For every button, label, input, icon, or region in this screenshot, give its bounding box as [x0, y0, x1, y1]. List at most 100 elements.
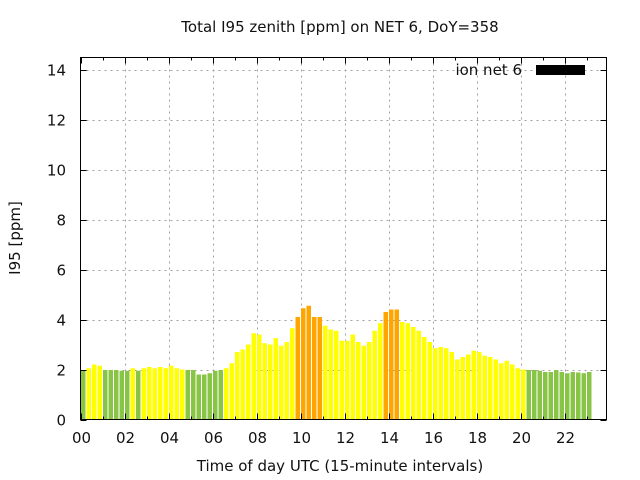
bar: [587, 372, 592, 420]
bar: [185, 370, 190, 420]
bar: [196, 374, 201, 420]
y-tick-label: 8: [56, 212, 66, 230]
plot-frame: [80, 57, 607, 420]
y-tick-label: 2: [56, 362, 66, 380]
bar: [207, 373, 212, 420]
bar: [257, 334, 262, 420]
bar: [411, 327, 416, 420]
bar: [537, 370, 542, 420]
legend-label: ion net 6: [455, 61, 522, 79]
chart-title: Total I95 zenith [ppm] on NET 6, DoY=358: [180, 18, 498, 36]
x-tick-label: 16: [424, 429, 443, 447]
bar: [427, 342, 432, 420]
bar: [383, 312, 388, 420]
bar: [515, 368, 520, 420]
bar: [433, 348, 438, 420]
bar: [554, 370, 559, 420]
x-tick-label: 08: [248, 429, 267, 447]
bar: [471, 350, 476, 420]
x-axis-label: Time of day UTC (15-minute intervals): [196, 457, 483, 475]
bar: [301, 308, 306, 420]
bar: [251, 333, 256, 420]
bar: [438, 347, 443, 420]
bar: [317, 317, 322, 420]
bar: [499, 363, 504, 420]
bar: [312, 317, 317, 420]
bar: [416, 330, 421, 420]
y-tick-label: 14: [47, 62, 66, 80]
bar: [246, 344, 251, 420]
bar: [581, 373, 586, 420]
bar: [229, 363, 234, 420]
bar: [444, 348, 449, 420]
x-tick-label: 00: [72, 429, 91, 447]
bar: [488, 357, 493, 420]
bar: [114, 370, 119, 420]
x-tick-label: 20: [512, 429, 531, 447]
bar: [268, 344, 273, 420]
bar: [570, 372, 575, 420]
bar: [449, 352, 454, 420]
bar: [455, 359, 460, 420]
bar: [422, 337, 427, 420]
bar: [97, 365, 102, 420]
y-tick-label: 10: [47, 162, 66, 180]
bar: [339, 340, 344, 420]
bar: [367, 342, 372, 420]
bar: [224, 368, 229, 420]
bar: [400, 322, 405, 420]
bar: [565, 373, 570, 420]
bar: [125, 370, 130, 420]
bar: [262, 343, 267, 420]
y-tick-label: 12: [47, 112, 66, 130]
bar: [152, 368, 157, 420]
bar: [345, 340, 350, 420]
x-tick-label: 10: [292, 429, 311, 447]
bar: [191, 370, 196, 420]
bar: [240, 349, 245, 420]
bar: [136, 370, 141, 420]
bar: [273, 338, 278, 420]
bar: [356, 342, 361, 420]
bar: [295, 317, 300, 420]
bar: [119, 370, 124, 420]
bar: [174, 368, 179, 420]
x-tick-label: 22: [556, 429, 575, 447]
bar: [218, 370, 223, 420]
bar: [141, 368, 146, 420]
bar: [235, 352, 240, 420]
bar: [521, 369, 526, 420]
bar: [394, 309, 399, 420]
bar: [493, 359, 498, 420]
bar: [130, 368, 135, 420]
bar: [559, 372, 564, 420]
bar: [92, 364, 97, 420]
legend: ion net 6: [455, 61, 585, 79]
x-tick-label: 06: [204, 429, 223, 447]
bar: [361, 345, 366, 420]
x-tick-labels: 00 02 04 06 08 10 12 14 16 18 20 22: [72, 429, 575, 447]
bar: [350, 334, 355, 420]
y-tick-labels: 0 2 4 6 8 10 12 14: [47, 62, 66, 430]
bar: [86, 368, 91, 420]
ticks: [80, 57, 607, 421]
bar: [405, 323, 410, 420]
x-tick-label: 02: [116, 429, 135, 447]
bar: [180, 369, 185, 420]
bar: [323, 325, 328, 420]
legend-swatch: [536, 65, 585, 75]
y-tick-label: 6: [56, 262, 66, 280]
y-tick-label: 0: [56, 412, 66, 430]
bar: [504, 360, 509, 420]
bar: [372, 330, 377, 420]
bar: [147, 367, 152, 420]
bar: [460, 357, 465, 420]
bar: [334, 330, 339, 420]
bar: [306, 305, 311, 420]
bar: [548, 372, 553, 420]
bar: [477, 352, 482, 420]
x-tick-label: 04: [160, 429, 179, 447]
bar: [510, 364, 515, 420]
bar: [81, 370, 86, 420]
